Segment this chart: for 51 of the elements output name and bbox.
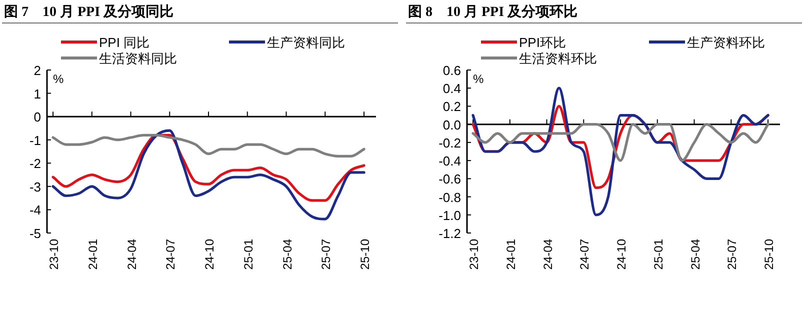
y-tick-label: 0.4 — [442, 81, 461, 96]
x-tick-label: 24-10 — [614, 238, 628, 270]
x-tick-label: 24-07 — [164, 238, 178, 270]
chart-title: 图 8 10 月 PPI 及分项环比 — [408, 4, 578, 20]
y-tick-label: -1.0 — [438, 208, 461, 223]
y-tick-label: 0.0 — [442, 117, 461, 132]
x-tick-label: 24-07 — [578, 238, 592, 270]
y-tick-label: 0 — [34, 110, 41, 125]
legend-label: 生活资料同比 — [99, 51, 177, 66]
y-tick-label: -1 — [29, 132, 41, 148]
x-tick-label: 25-01 — [241, 238, 256, 270]
y-tick-label: 0.6 — [442, 63, 461, 78]
y-tick-label: -5 — [29, 226, 41, 241]
line-series — [52, 134, 366, 202]
chart-title: 图 7 10 月 PPI 及分项同比 — [4, 4, 174, 20]
legend-label: 生产资料环比 — [687, 35, 765, 50]
y-tick-label: -4 — [29, 202, 41, 218]
legend-label: PPI 同比 — [99, 35, 150, 50]
x-tick-label: 25-10 — [358, 238, 372, 270]
line-series — [52, 134, 366, 158]
x-tick-label: 24-04 — [540, 238, 555, 270]
x-tick-label: 25-04 — [688, 238, 702, 270]
y-tick-label: -2 — [29, 156, 41, 172]
line-series — [472, 86, 770, 216]
y-tick-label: -3 — [29, 179, 41, 194]
legend-label: 生活资料环比 — [519, 51, 597, 66]
y-tick-label: -0.6 — [438, 172, 461, 187]
x-tick-label: 23-10 — [467, 238, 481, 270]
y-axis-title: % — [473, 72, 484, 86]
x-tick-label: 25-10 — [762, 238, 776, 270]
legend-label: 生产资料同比 — [267, 35, 345, 50]
y-axis-title: % — [53, 72, 64, 86]
x-tick-label: 24-01 — [504, 238, 518, 270]
x-tick-label: 23-10 — [47, 238, 61, 270]
y-tick-label: -0.8 — [438, 190, 461, 205]
x-tick-label: 24-01 — [86, 238, 100, 270]
y-tick-label: -1.2 — [438, 226, 461, 241]
x-tick-label: 24-04 — [124, 238, 139, 270]
y-tick-label: 0.2 — [442, 99, 461, 114]
y-tick-label: 2 — [34, 63, 41, 78]
x-tick-label: 25-07 — [725, 238, 740, 270]
line-series — [472, 123, 770, 162]
y-tick-label: -0.2 — [438, 135, 461, 150]
legend-label: PPI环比 — [519, 35, 566, 50]
x-tick-label: 25-07 — [319, 238, 334, 270]
line-series — [52, 129, 366, 220]
x-tick-label: 25-04 — [280, 238, 294, 270]
x-tick-label: 24-10 — [202, 238, 216, 270]
x-tick-label: 25-01 — [651, 238, 666, 270]
y-tick-label: 1 — [34, 86, 41, 102]
y-tick-label: -0.4 — [438, 154, 461, 169]
